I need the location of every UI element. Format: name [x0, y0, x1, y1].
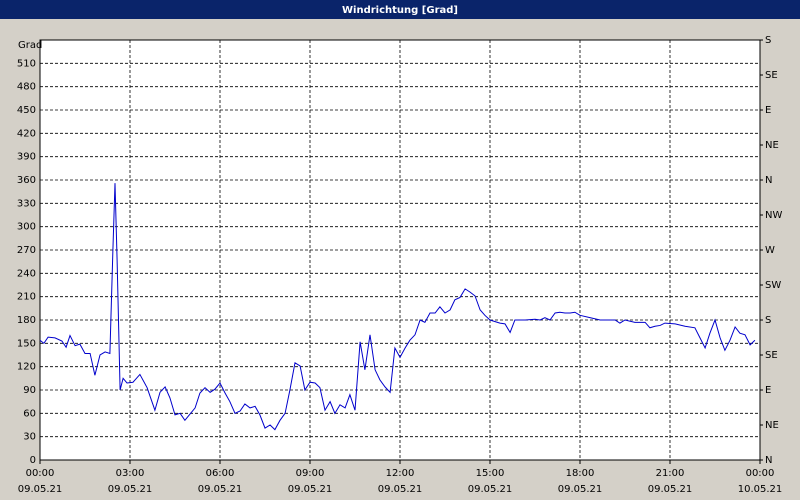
y2-tick-label: SE	[765, 70, 778, 81]
y2-tick-label: N	[765, 455, 772, 466]
y-tick-label: 300	[17, 222, 36, 233]
y-tick-label: 270	[17, 245, 36, 256]
x-tick-label: 09:00	[296, 468, 325, 479]
y2-tick-label: NE	[765, 140, 779, 151]
y-tick-label: 480	[17, 82, 36, 93]
y-tick-label: 180	[17, 315, 36, 326]
y-tick-label: 510	[17, 58, 36, 69]
y-tick-label: 60	[23, 408, 36, 419]
x-tick-label: 09.05.21	[378, 484, 423, 495]
title-bar	[0, 0, 800, 19]
x-tick-label: 09.05.21	[18, 484, 63, 495]
x-tick-label: 09.05.21	[648, 484, 693, 495]
y-tick-label: 30	[23, 432, 36, 443]
plot-border	[39, 39, 761, 461]
y-tick-label: 120	[17, 362, 36, 373]
x-tick-label: 06:00	[206, 468, 235, 479]
y2-tick-label: SW	[765, 280, 781, 291]
y-tick-label: 150	[17, 338, 36, 349]
x-tick-label: 03:00	[116, 468, 145, 479]
x-tick-label: 09.05.21	[558, 484, 603, 495]
x-tick-label: 09.05.21	[198, 484, 243, 495]
y2-tick-label: E	[765, 385, 771, 396]
y-tick-label: 420	[17, 128, 36, 139]
y-tick-label: 210	[17, 292, 36, 303]
x-tick-label: 12:00	[386, 468, 415, 479]
y-tick-label: 240	[17, 268, 36, 279]
x-tick-label: 00:00	[746, 468, 775, 479]
y2-tick-label: NE	[765, 420, 779, 431]
y2-tick-label: E	[765, 105, 771, 116]
x-tick-label: 00:00	[26, 468, 55, 479]
y2-tick-label: N	[765, 175, 772, 186]
data-line	[39, 183, 756, 431]
y-tick-label: 330	[17, 198, 36, 209]
y2-tick-label: W	[765, 245, 775, 256]
y2-tick-label: SE	[765, 350, 778, 361]
y-axis-label: Grad	[18, 40, 42, 51]
x-tick-label: 10.05.21	[738, 484, 783, 495]
y-tick-label: 0	[30, 455, 36, 466]
y-tick-label: 390	[17, 152, 36, 163]
x-tick-label: 18:00	[566, 468, 595, 479]
y-tick-label: 450	[17, 105, 36, 116]
y2-tick-label: S	[765, 315, 771, 326]
y-tick-label: 360	[17, 175, 36, 186]
chart-title: Windrichtung [Grad]	[342, 5, 458, 16]
y-tick-label: 90	[23, 385, 36, 396]
y2-tick-label: NW	[765, 210, 782, 221]
x-tick-label: 15:00	[476, 468, 505, 479]
x-tick-label: 09.05.21	[468, 484, 513, 495]
x-tick-label: 09.05.21	[108, 484, 153, 495]
y2-tick-label: S	[765, 35, 771, 46]
x-tick-label: 21:00	[656, 468, 685, 479]
x-tick-label: 09.05.21	[288, 484, 333, 495]
